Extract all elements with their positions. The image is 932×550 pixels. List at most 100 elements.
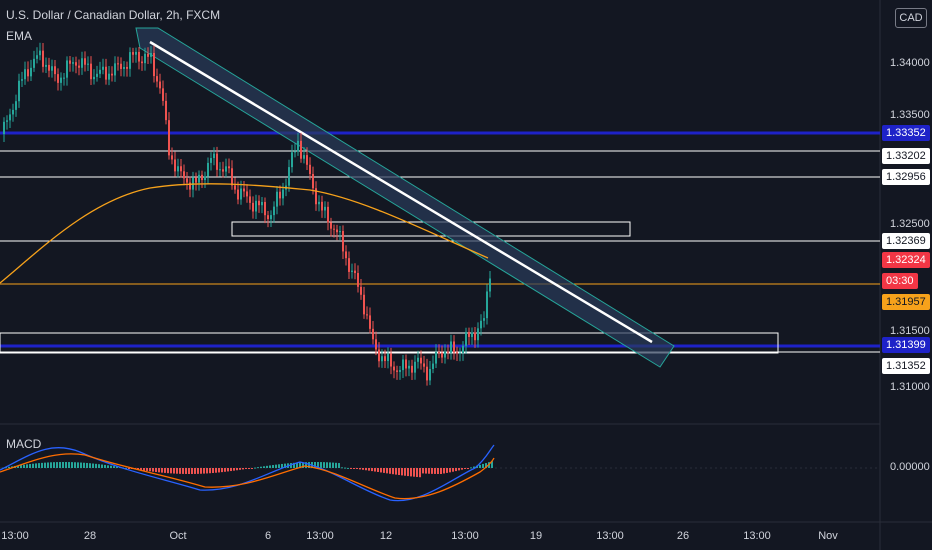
macd-histogram-bar [419,468,421,478]
candle-body [114,63,116,76]
candle-body [453,341,455,353]
candle-body [420,357,422,364]
candle-body [126,66,128,69]
macd-histogram-bar [356,468,358,469]
candle-body [105,66,107,80]
candle-body [303,155,305,159]
candle-body [168,120,170,156]
candle-body [252,202,254,212]
candle-body [159,81,161,89]
candle-body [258,200,260,206]
macd-histogram-bar [350,468,352,469]
macd-histogram-bar [263,466,265,468]
macd-histogram-bar [398,468,400,476]
candle-body [387,353,389,362]
price-tick: 1.31500 [890,325,930,337]
candle-body [210,158,212,163]
macd-histogram-bar [293,462,295,468]
macd-histogram-bar [212,468,214,473]
candle-body [213,153,215,159]
candle-body [465,331,467,346]
macd-indicator-label[interactable]: MACD [6,437,42,451]
macd-histogram-bar [26,464,28,468]
time-tick: 26 [676,530,690,542]
candle-body [414,361,416,373]
candle-body [78,65,80,68]
macd-histogram-bar [407,468,409,477]
candle-body [93,76,95,80]
candle-body [84,58,86,65]
macd-histogram-bar [431,468,433,474]
macd-histogram-bar [464,468,466,469]
macd-histogram-bar [320,462,322,468]
macd-histogram-bar [383,468,385,473]
macd-histogram-bar [452,468,454,472]
candle-body [243,188,245,192]
candle-body [48,64,50,71]
candle-body [102,66,104,70]
macd-histogram-bar [278,464,280,468]
macd-histogram-bar [80,462,82,468]
ema-line [0,183,489,284]
macd-histogram-bar [245,468,247,469]
candle-body [216,153,218,170]
candle-body [69,60,71,64]
candle-body [120,63,122,69]
price-tag-current: 1.32324 [882,252,930,268]
macd-histogram-bar [272,465,274,468]
candle-body [201,174,203,181]
candle-body [345,251,347,259]
candle-body [291,152,293,168]
candle-body [141,61,143,64]
macd-histogram-bar [215,468,217,473]
macd-histogram-bar [164,468,166,473]
macd-histogram-bar [116,466,118,468]
candle-body [393,366,395,371]
macd-histogram-bar [206,468,208,474]
candle-body [288,167,290,186]
candle-body [267,215,269,220]
time-tick: 19 [529,530,543,542]
macd-histogram-bar [242,468,244,470]
candle-body [264,201,266,216]
macd-histogram-bar [353,468,355,469]
macd-histogram-bar [368,468,370,471]
macd-histogram-bar [98,464,100,468]
macd-histogram-bar [47,462,49,468]
macd-histogram-bar [197,468,199,474]
macd-histogram-bar [281,463,283,468]
macd-histogram-bar [179,468,181,474]
candle-body [21,79,23,81]
candle-body [339,231,341,233]
candle-body [276,191,278,207]
candle-body [402,359,404,371]
candle-body [441,353,443,358]
candle-body [312,173,314,189]
candle-body [171,155,173,160]
candle-body [144,53,146,64]
candle-body [204,176,206,181]
candle-body [228,166,230,169]
macd-histogram-bar [110,465,112,468]
macd-histogram-bar [203,468,205,474]
candle-body [315,188,317,205]
macd-histogram-bar [305,462,307,468]
candle-body [444,351,446,358]
macd-histogram-bar [314,462,316,468]
macd-histogram-bar [35,463,37,468]
candle-body [438,352,440,354]
macd-histogram-bar [413,468,415,477]
candle-body [177,166,179,172]
time-tick: 13:00 [306,530,334,542]
price-tick: 1.32500 [890,218,930,230]
macd-histogram-bar [491,461,493,468]
candle-body [318,201,320,205]
ema-indicator-label[interactable]: EMA [6,29,33,43]
candle-body [396,370,398,372]
candle-body [225,166,227,172]
candle-body [306,155,308,165]
time-tick: 28 [83,530,97,542]
currency-button[interactable]: CAD [895,8,927,28]
